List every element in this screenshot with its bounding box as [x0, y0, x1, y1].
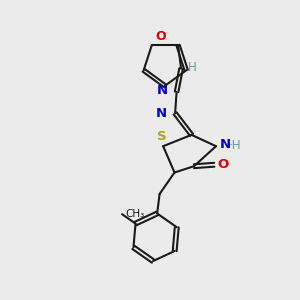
Text: O: O — [156, 30, 166, 43]
Text: N: N — [156, 107, 167, 120]
Text: ·H: ·H — [229, 139, 241, 152]
Text: O: O — [218, 158, 229, 171]
Text: N: N — [220, 138, 231, 151]
Text: N: N — [157, 84, 168, 97]
Text: S: S — [157, 130, 166, 142]
Text: CH₃: CH₃ — [125, 208, 144, 219]
Text: H: H — [188, 61, 197, 74]
